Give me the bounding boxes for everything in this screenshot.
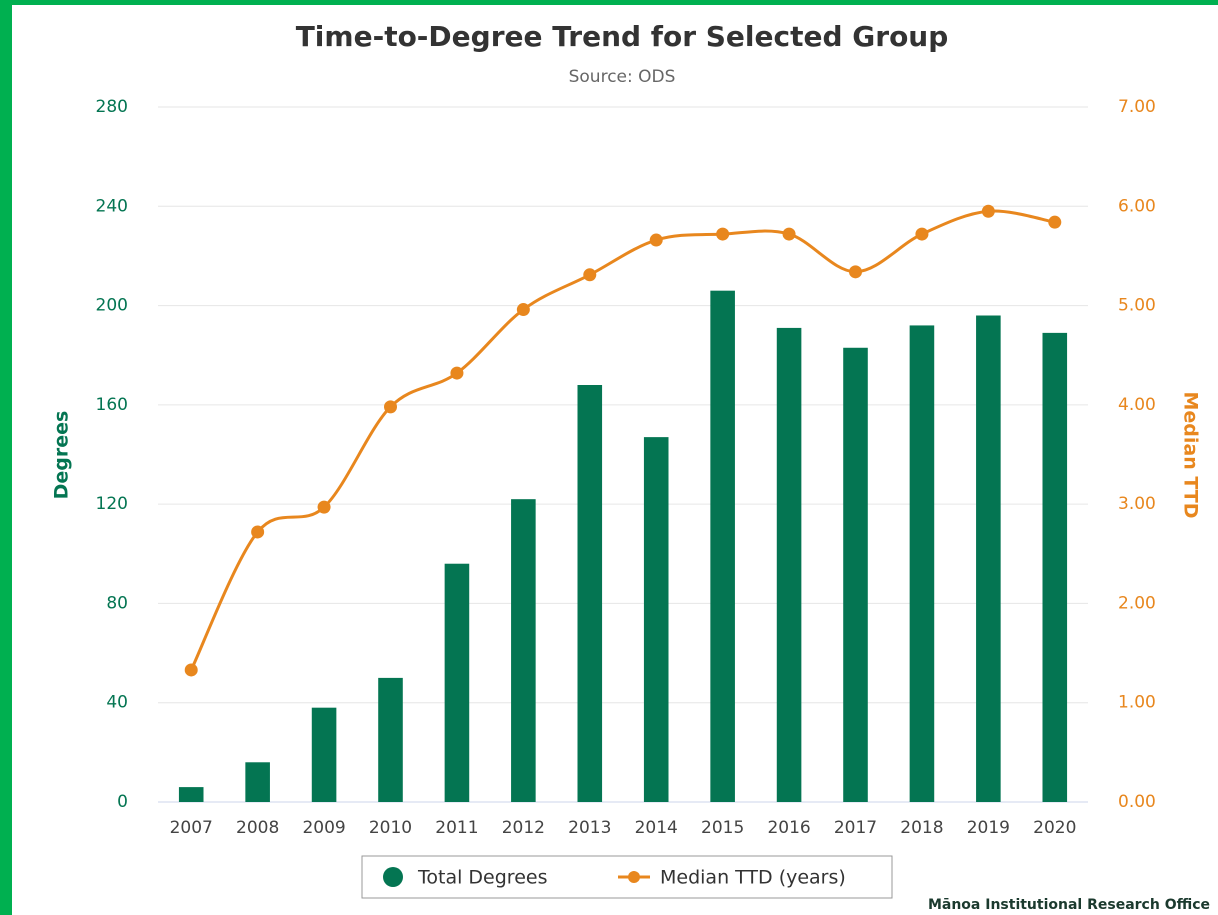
bar <box>776 327 802 802</box>
point <box>649 233 663 247</box>
bar <box>378 677 403 802</box>
point <box>450 366 464 380</box>
legend-marker <box>383 867 403 887</box>
y-tick-label: 280 <box>96 97 128 117</box>
x-tick-label: 2009 <box>302 818 345 838</box>
x-tick-label: 2010 <box>369 818 412 838</box>
y-tick-label: 200 <box>96 296 128 316</box>
bar <box>643 437 669 802</box>
point <box>583 268 597 282</box>
bar <box>710 290 735 802</box>
x-tick-label: 2015 <box>701 818 744 838</box>
point <box>184 663 198 677</box>
point <box>716 227 730 241</box>
x-tick-label: 2016 <box>767 818 810 838</box>
bar <box>311 707 337 802</box>
x-tick-label: 2011 <box>435 818 478 838</box>
x-tick-label: 2012 <box>502 818 545 838</box>
y2-tick-label: 5.00 <box>1118 296 1156 316</box>
x-tick-label: 2017 <box>834 818 877 838</box>
chart-title: Time-to-Degree Trend for Selected Group <box>296 20 949 53</box>
point <box>782 227 796 241</box>
y2-tick-label: 3.00 <box>1118 494 1156 514</box>
y-axis-title: Degrees <box>51 411 73 500</box>
y2-tick-label: 7.00 <box>1118 97 1156 117</box>
top-border <box>0 0 1218 5</box>
point <box>251 525 265 539</box>
y2-axis-title: Median TTD <box>1180 392 1202 519</box>
y2-tick-label: 6.00 <box>1118 196 1156 216</box>
point <box>915 227 929 241</box>
bar <box>511 499 536 802</box>
x-tick-label: 2019 <box>967 818 1010 838</box>
point <box>849 265 862 279</box>
x-tick-label: 2013 <box>568 818 611 838</box>
legend-label: Median TTD (years) <box>660 867 846 889</box>
y2-tick-label: 0.00 <box>1118 792 1156 812</box>
y-tick-label: 0 <box>117 792 128 812</box>
x-tick-label: 2007 <box>170 818 213 838</box>
y-tick-label: 160 <box>96 395 128 415</box>
x-tick-label: 2008 <box>236 818 279 838</box>
bar <box>577 385 603 802</box>
bar <box>909 325 935 802</box>
bar <box>1042 332 1068 802</box>
legend-marker <box>628 871 640 883</box>
x-tick-label: 2020 <box>1033 818 1076 838</box>
point <box>1048 215 1062 229</box>
x-tick-label: 2014 <box>635 818 678 838</box>
x-tick-label: 2018 <box>900 818 943 838</box>
y-tick-label: 240 <box>96 196 128 216</box>
bar <box>444 563 470 802</box>
left-border <box>0 0 12 915</box>
bar <box>245 762 270 802</box>
y2-tick-label: 1.00 <box>1118 693 1156 713</box>
point <box>981 204 995 218</box>
point <box>384 400 397 414</box>
y2-tick-label: 2.00 <box>1118 593 1156 613</box>
bar <box>843 347 868 802</box>
y-tick-label: 40 <box>106 693 128 713</box>
bar <box>178 787 204 802</box>
y-tick-label: 120 <box>96 494 128 514</box>
bar <box>976 315 1001 802</box>
legend-label: Total Degrees <box>417 867 547 889</box>
chart-subtitle: Source: ODS <box>569 67 676 87</box>
footer: Mānoa Institutional Research Office <box>928 897 1210 913</box>
point <box>317 500 331 514</box>
point <box>516 303 530 317</box>
y-tick-label: 80 <box>106 593 128 613</box>
y2-tick-label: 4.00 <box>1118 395 1156 415</box>
